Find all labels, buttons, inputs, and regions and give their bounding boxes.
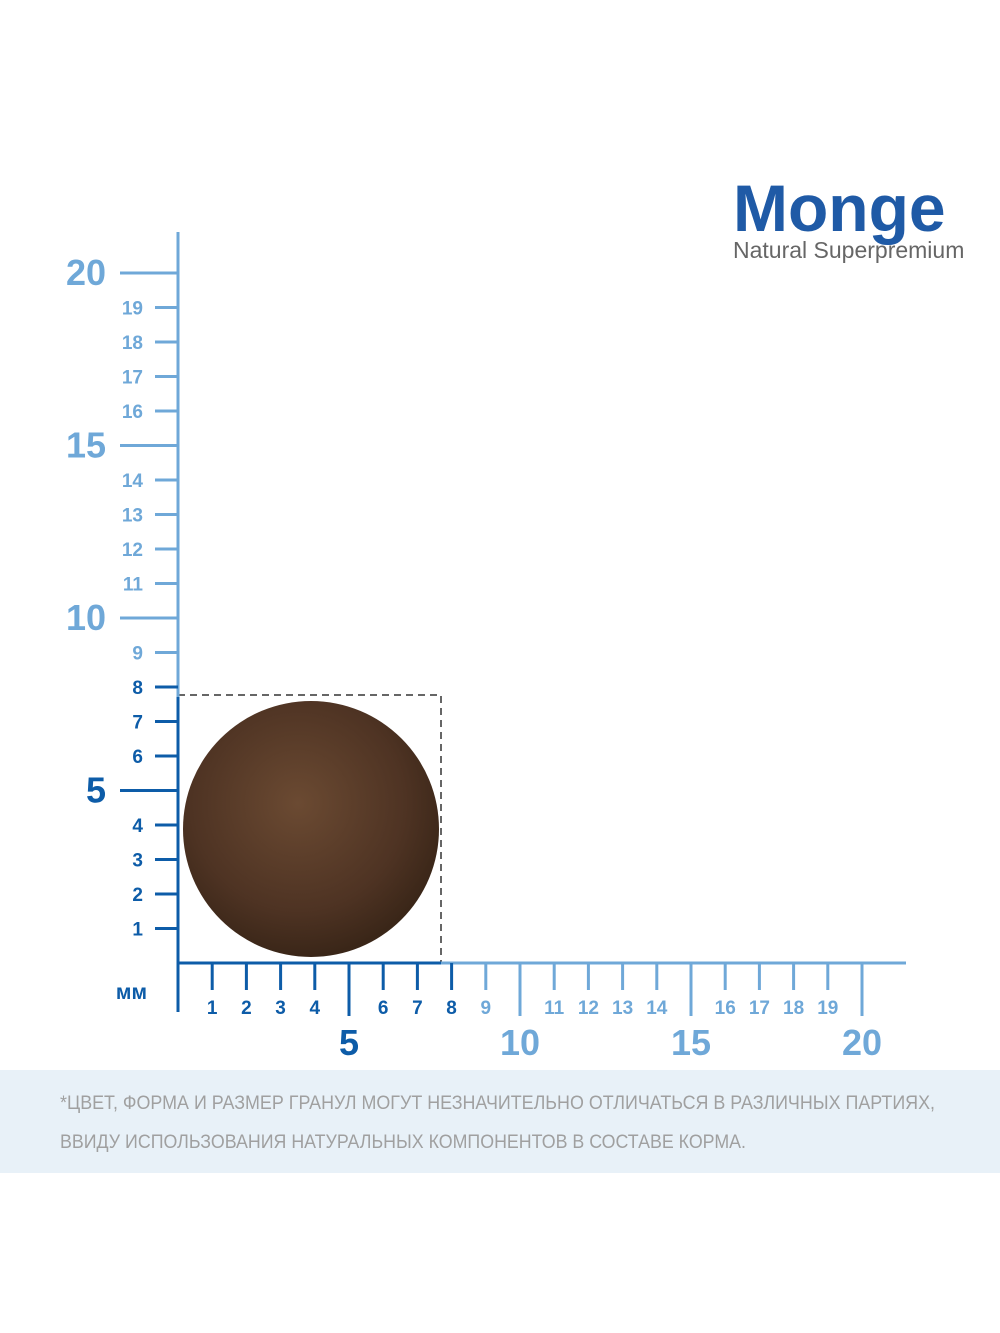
x-tick-label: 9	[481, 998, 492, 1019]
x-tick-label: 4	[310, 998, 321, 1019]
note-line: ВВИДУ ИСПОЛЬЗОВАНИЯ НАТУРАЛЬНЫХ КОМПОНЕН…	[60, 1132, 746, 1153]
y-tick-label: 8	[132, 678, 143, 699]
y-tick-label: 12	[122, 540, 143, 561]
x-tick-label: 15	[671, 1022, 711, 1063]
x-tick-label: 18	[783, 998, 804, 1019]
x-tick-label: 7	[412, 998, 423, 1019]
note-line: *ЦВЕТ, ФОРМА И РАЗМЕР ГРАНУЛ МОГУТ НЕЗНА…	[60, 1093, 935, 1114]
note-band	[0, 1070, 1000, 1173]
y-tick-label: 16	[122, 402, 143, 423]
y-tick-label: 19	[122, 299, 143, 320]
x-tick-label: 16	[715, 998, 736, 1019]
y-tick-label: 2	[132, 885, 143, 906]
y-tick-label: 17	[122, 368, 143, 389]
x-tick-label: 5	[339, 1022, 359, 1063]
x-tick-label: 6	[378, 998, 389, 1019]
y-tick-label: 13	[122, 506, 143, 527]
x-tick-label: 10	[500, 1022, 540, 1063]
x-tick-label: 3	[275, 998, 286, 1019]
y-tick-label: 1	[132, 920, 143, 941]
logo-tagline: Natural Superpremium	[733, 237, 964, 263]
y-tick-label: 15	[66, 425, 106, 466]
x-tick-label: 2	[241, 998, 252, 1019]
x-tick-label: 8	[446, 998, 457, 1019]
x-tick-label: 13	[612, 998, 633, 1019]
y-tick-label: 11	[123, 575, 144, 596]
x-tick-label: 17	[749, 998, 770, 1019]
unit-label: мм	[116, 981, 147, 1004]
logo-brand: Monge	[733, 171, 946, 245]
x-tick-label: 20	[842, 1022, 882, 1063]
y-tick-label: 3	[132, 851, 143, 872]
y-tick-label: 20	[66, 252, 106, 293]
y-tick-label: 4	[132, 816, 143, 837]
x-tick-label: 11	[544, 998, 565, 1019]
y-tick-label: 6	[132, 747, 143, 768]
y-tick-label: 9	[132, 644, 143, 665]
x-tick-label: 12	[578, 998, 599, 1019]
y-tick-label: 7	[132, 713, 143, 734]
x-tick-label: 19	[817, 998, 838, 1019]
kibble	[183, 701, 439, 957]
x-tick-label: 1	[207, 998, 218, 1019]
y-tick-label: 5	[86, 770, 106, 811]
y-tick-label: 14	[122, 471, 144, 492]
y-tick-label: 18	[122, 333, 143, 354]
y-tick-label: 10	[66, 597, 106, 638]
x-tick-label: 14	[646, 998, 668, 1019]
